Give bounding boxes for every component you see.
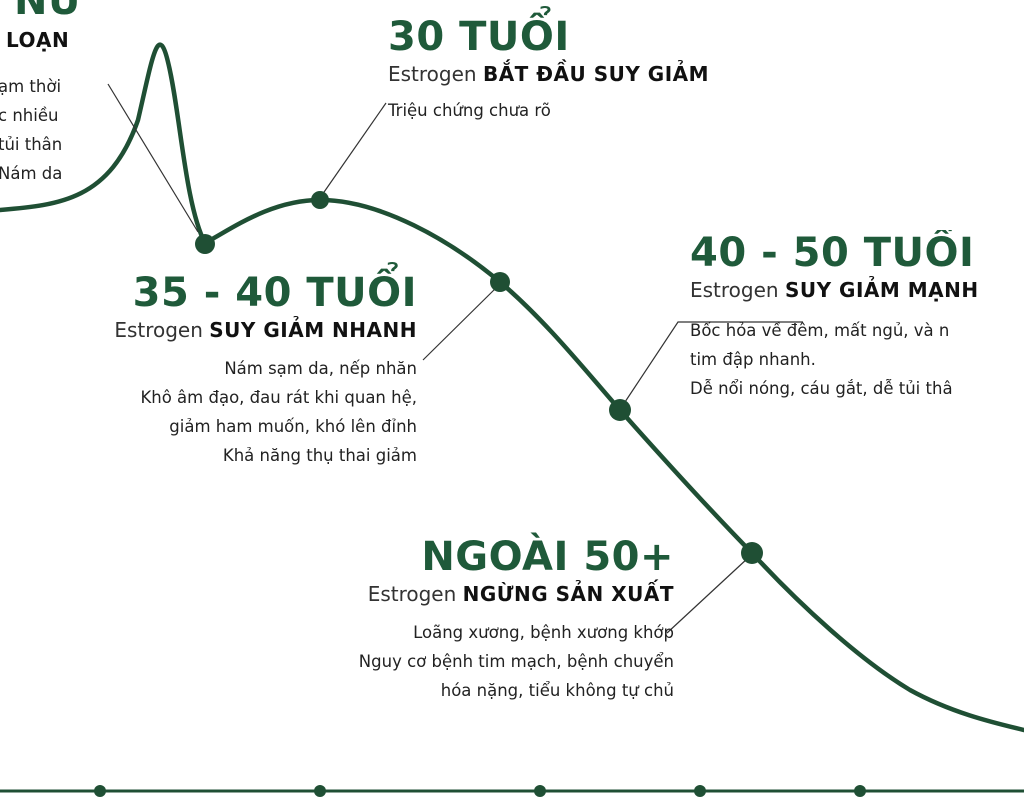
stage-50-plus: NGOÀI 50+ Estrogen NGỪNG SẢN XUẤT Loãng … <box>359 534 674 705</box>
timeline-axis <box>0 785 1024 797</box>
stage-35-40-heading: 35 - 40 TUỔI <box>132 270 417 316</box>
marker-30 <box>311 191 329 209</box>
stage-30-sub-prefix: Estrogen <box>388 62 477 86</box>
stage-teen-line: tủi thân <box>0 135 63 154</box>
stage-teen-heading: NỮ <box>14 0 82 24</box>
stage-35-40-sub-bold: SUY GIẢM NHANH <box>209 318 417 342</box>
stage-50-plus-sub-bold: NGỪNG SẢN XUẤT <box>462 582 674 606</box>
timeline-tick-2 <box>314 785 326 797</box>
stage-35-40-subtitle: Estrogen SUY GIẢM NHANH <box>114 318 417 342</box>
leader-lines <box>107 83 803 634</box>
stage-40-50-heading: 40 - 50 TUỔI <box>690 230 975 276</box>
stage-40-50-sub-bold: SUY GIẢM MẠNH <box>784 278 979 302</box>
stage-50-plus-heading: NGOÀI 50+ <box>421 534 674 580</box>
stage-50-plus-sub-prefix: Estrogen <box>367 582 457 606</box>
stage-35-40-sub-prefix: Estrogen <box>114 318 203 342</box>
stage-50-plus-line: hóa nặng, tiểu không tự chủ <box>440 681 674 700</box>
stage-30: 30 TUỔI Estrogen BẮT ĐẦU SUY GIẢM Triệu … <box>388 14 709 125</box>
leader-teen <box>107 83 199 233</box>
stage-teen-line: ạm thời <box>0 77 62 96</box>
stage-50-plus-subtitle: Estrogen NGỪNG SẢN XUẤT <box>359 582 674 606</box>
timeline-tick-4 <box>694 785 706 797</box>
stage-40-50-line: tim đập nhanh. <box>690 350 816 369</box>
stage-35-40-lines: Nám sạm da, nếp nhăn Khô âm đạo, đau rát… <box>114 354 417 470</box>
stage-35-40-line: Khô âm đạo, đau rát khi quan hệ, <box>140 388 417 407</box>
stage-30-sub-bold: BẮT ĐẦU SUY GIẢM <box>482 62 710 86</box>
stage-40-50-line: Bốc hỏa về đêm, mất ngủ, và n <box>690 321 950 340</box>
marker-50 <box>741 542 763 564</box>
stage-teen-line: c nhiều <box>0 106 59 125</box>
marker-40 <box>609 399 631 421</box>
stage-40-50-lines: Bốc hỏa về đêm, mất ngủ, và n tim đập nh… <box>690 316 1024 403</box>
estrogen-curve <box>0 42 1024 733</box>
curve-markers <box>195 191 763 564</box>
stage-40-50-line: Dễ nổi nóng, cáu gắt, dễ tủi thâ <box>690 379 953 398</box>
marker-35 <box>195 234 215 254</box>
stage-35-40-line: Khả năng thụ thai giảm <box>222 446 417 465</box>
stage-35-40-line: Nám sạm da, nếp nhăn <box>224 359 417 378</box>
marker-mid <box>490 272 510 292</box>
leader-35 <box>422 285 499 361</box>
stage-30-subtitle: Estrogen BẮT ĐẦU SUY GIẢM <box>388 62 709 86</box>
stage-30-heading: 30 TUỔI <box>388 14 570 60</box>
stage-teen-lines: ạm thời c nhiều tủi thân Nám da <box>0 72 62 188</box>
stage-40-50-sub-prefix: Estrogen <box>690 278 779 302</box>
stage-40-50-subtitle: Estrogen SUY GIẢM MẠNH <box>690 278 1024 302</box>
leader-30 <box>321 102 387 196</box>
stage-40-50: 40 - 50 TUỔI Estrogen SUY GIẢM MẠNH Bốc … <box>690 230 1024 403</box>
timeline-tick-3 <box>534 785 546 797</box>
timeline-tick-5 <box>854 785 866 797</box>
stage-30-lines: Triệu chứng chưa rõ <box>388 96 709 125</box>
leader-40 <box>622 321 803 406</box>
stage-50-plus-line: Nguy cơ bệnh tim mạch, bệnh chuyển <box>358 652 674 671</box>
stage-50-plus-lines: Loãng xương, bệnh xương khớp Nguy cơ bện… <box>359 618 674 705</box>
leader-50 <box>666 557 749 634</box>
stage-teen-sub: LOẠN <box>6 28 70 52</box>
stage-teen-line: Nám da <box>0 164 63 183</box>
timeline-tick-1 <box>94 785 106 797</box>
stage-30-line: Triệu chứng chưa rõ <box>388 101 551 120</box>
stage-35-40-line: giảm ham muốn, khó lên đỉnh <box>169 417 417 436</box>
stage-50-plus-line: Loãng xương, bệnh xương khớp <box>413 623 674 642</box>
stage-35-40: 35 - 40 TUỔI Estrogen SUY GIẢM NHANH Nám… <box>114 270 417 470</box>
